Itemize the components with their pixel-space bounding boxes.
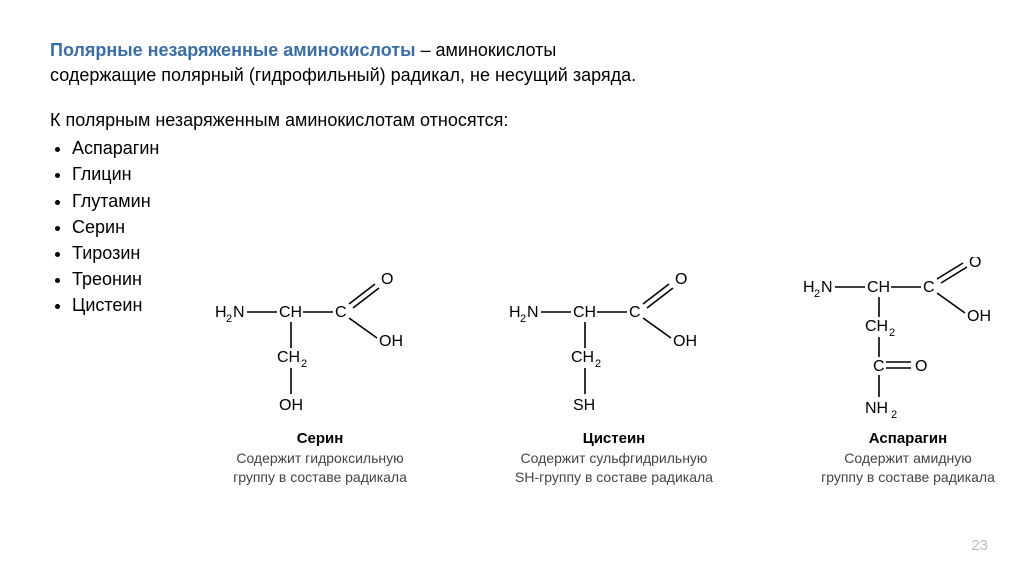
- structure-asparagine: H2N CH C O OH CH2 C: [788, 262, 1024, 487]
- svg-text:C: C: [335, 304, 347, 321]
- svg-text:CH: CH: [867, 279, 890, 296]
- svg-text:CH: CH: [865, 318, 888, 335]
- svg-text:2: 2: [814, 288, 820, 300]
- heading-block: Полярные незаряженные аминокислоты – ами…: [50, 38, 974, 88]
- svg-text:SH: SH: [573, 397, 595, 414]
- structure-name: Цистеин: [494, 430, 734, 447]
- svg-text:C: C: [873, 358, 885, 375]
- svg-text:H: H: [509, 304, 521, 321]
- svg-text:OH: OH: [967, 308, 991, 325]
- svg-text:H: H: [803, 279, 815, 296]
- heading-rest-1: – аминокислоты: [415, 40, 556, 60]
- svg-text:2: 2: [889, 327, 895, 339]
- svg-text:CH: CH: [277, 349, 300, 366]
- intro-line: К полярным незаряженным аминокислотам от…: [50, 110, 974, 131]
- list-item: Аспарагин: [72, 135, 974, 161]
- svg-text:OH: OH: [279, 397, 303, 414]
- svg-text:CH: CH: [279, 304, 302, 321]
- svg-text:O: O: [915, 358, 927, 375]
- svg-text:2: 2: [301, 358, 307, 370]
- asparagine-diagram: H2N CH C O OH CH2 C: [788, 262, 1024, 422]
- svg-text:N: N: [821, 279, 833, 296]
- slide: Полярные незаряженные аминокислоты – ами…: [0, 0, 1024, 574]
- svg-text:N: N: [527, 304, 539, 321]
- svg-text:H: H: [215, 304, 227, 321]
- structure-desc: Содержит гидроксильную группу в составе …: [200, 449, 440, 487]
- heading-term: Полярные незаряженные аминокислоты: [50, 40, 415, 60]
- svg-text:C: C: [923, 279, 935, 296]
- heading-rest-2: содержащие полярный (гидрофильный) радик…: [50, 65, 636, 85]
- svg-text:O: O: [381, 271, 393, 288]
- svg-text:2: 2: [520, 313, 526, 325]
- svg-text:C: C: [629, 304, 641, 321]
- structure-desc: Содержит амидную группу в составе радика…: [788, 449, 1024, 487]
- svg-text:CH: CH: [573, 304, 596, 321]
- svg-text:CH: CH: [571, 349, 594, 366]
- structure-desc: Содержит сульфгидрильную SH-группу в сос…: [494, 449, 734, 487]
- svg-text:2: 2: [226, 313, 232, 325]
- svg-text:NH: NH: [865, 400, 888, 417]
- structure-name: Серин: [200, 430, 440, 447]
- svg-text:2: 2: [595, 358, 601, 370]
- svg-text:O: O: [969, 257, 981, 271]
- page-number: 23: [971, 537, 988, 554]
- svg-text:O: O: [675, 271, 687, 288]
- serine-diagram: H2N CH C O OH CH2 OH: [200, 262, 440, 422]
- list-item: Глицин: [72, 161, 974, 187]
- svg-text:OH: OH: [379, 333, 403, 350]
- structures-row: H2N CH C O OH CH2 OH: [200, 262, 1024, 487]
- list-item: Серин: [72, 214, 974, 240]
- list-item: Глутамин: [72, 188, 974, 214]
- structure-name: Аспарагин: [788, 430, 1024, 447]
- svg-text:OH: OH: [673, 333, 697, 350]
- structure-cysteine: H2N CH C O OH CH2 SH Цистеин Содержит: [494, 262, 734, 487]
- svg-text:2: 2: [891, 409, 897, 421]
- structure-serine: H2N CH C O OH CH2 OH: [200, 262, 440, 487]
- svg-text:N: N: [233, 304, 245, 321]
- cysteine-diagram: H2N CH C O OH CH2 SH: [494, 262, 734, 422]
